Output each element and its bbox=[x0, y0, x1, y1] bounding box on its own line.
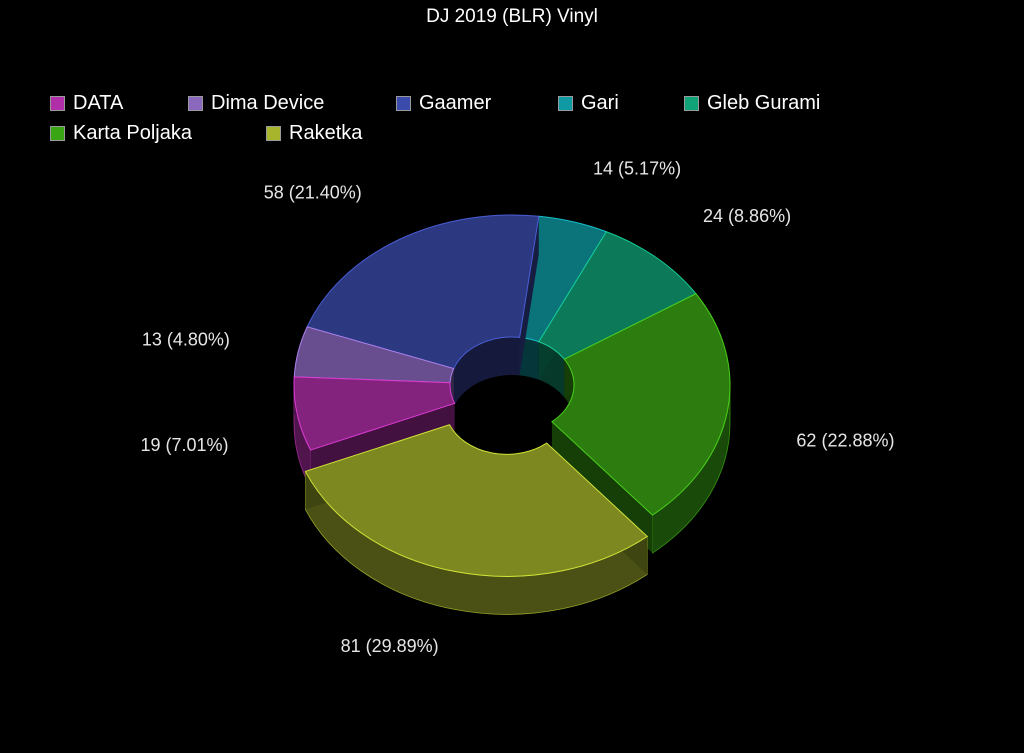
legend-item-gleb-gurami[interactable]: Gleb Gurami bbox=[684, 92, 820, 115]
slice-inner-wall bbox=[519, 337, 539, 380]
slice-top bbox=[293, 326, 455, 384]
legend-item-dima-device[interactable]: Dima Device bbox=[188, 92, 324, 115]
legend-label: Gaamer bbox=[419, 92, 492, 114]
data-label-karta-poljaka: 62 (22.88%) bbox=[796, 431, 894, 451]
data-label-gleb-gurami: 24 (8.86%) bbox=[703, 206, 791, 226]
legend-swatch bbox=[188, 96, 203, 111]
legend-swatch bbox=[266, 126, 281, 141]
legend-label: Raketka bbox=[289, 122, 363, 144]
data-label-raketka: 81 (29.89%) bbox=[341, 636, 439, 656]
legend-item-karta-poljaka[interactable]: Karta Poljaka bbox=[50, 122, 192, 145]
data-label-data: 19 (7.01%) bbox=[140, 435, 228, 455]
slice-karta-poljaka[interactable] bbox=[551, 293, 731, 554]
legend-item-gari[interactable]: Gari bbox=[558, 92, 619, 115]
legend-item-data[interactable]: DATA bbox=[50, 92, 123, 115]
legend-item-gaamer[interactable]: Gaamer bbox=[396, 92, 491, 115]
legend-label: Gleb Gurami bbox=[707, 92, 821, 114]
data-label-gari: 14 (5.17%) bbox=[593, 158, 681, 178]
slice-top bbox=[304, 424, 649, 577]
slice-raketka[interactable] bbox=[304, 424, 649, 615]
legend-swatch bbox=[396, 96, 411, 111]
slice-top bbox=[306, 214, 540, 370]
legend-swatch bbox=[50, 96, 65, 111]
data-label-gaamer: 58 (21.40%) bbox=[264, 182, 362, 202]
slice-inner-wall bbox=[453, 337, 520, 407]
data-label-dima-device: 13 (4.80%) bbox=[142, 329, 230, 349]
legend-item-raketka[interactable]: Raketka bbox=[266, 122, 362, 145]
legend-swatch bbox=[684, 96, 699, 111]
legend-label: Gari bbox=[581, 92, 619, 114]
legend-swatch bbox=[50, 126, 65, 141]
legend-label: Dima Device bbox=[211, 92, 325, 114]
slice-top bbox=[551, 293, 731, 516]
chart-title: DJ 2019 (BLR) Vinyl bbox=[426, 6, 598, 27]
slice-side bbox=[519, 216, 539, 376]
legend-swatch bbox=[558, 96, 573, 111]
legend-label: DATA bbox=[73, 92, 124, 114]
legend-label: Karta Poljaka bbox=[73, 122, 192, 144]
slice-top bbox=[293, 376, 456, 451]
